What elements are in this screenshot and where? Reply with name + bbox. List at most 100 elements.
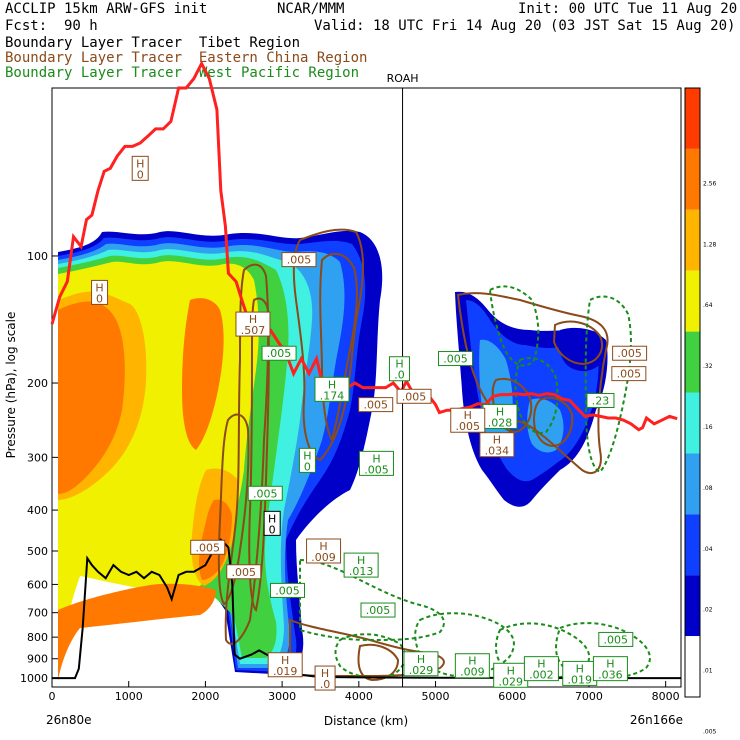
plume-level-10 [58,583,216,680]
contour-label-value-10: 0 [269,523,276,536]
y-tick-label-5: 600 [27,578,48,591]
colorbar-label-9: .01 [703,668,713,675]
contour-label-30: H.029 [493,662,529,688]
contour-label-value-31: .002 [529,669,554,682]
contour-label-29: H.009 [454,653,490,679]
contour-label-value-28: .029 [409,664,434,677]
contour-brown-10 [532,396,574,448]
contour-label-mark-20: H [496,405,504,418]
contour-label-26: H.019 [267,652,303,678]
contour-label-24: .005 [611,366,647,382]
contour-green-06 [488,285,540,367]
contour-label-box-26 [267,652,303,678]
contour-label-box-30 [493,662,529,688]
x-tick-label-1: 1000 [115,690,143,703]
contour-label-1: H0 [91,279,109,305]
contour-label-box-1 [91,279,109,305]
contour-label-value-34: .005 [604,633,629,646]
tracer-shading [52,230,608,680]
contour-label-value-9: .005 [253,487,278,500]
contour-brown-01 [292,228,364,462]
contour-label-27: H.0 [314,665,336,691]
contour-label-value-29: .009 [460,666,485,679]
plume-level-11 [182,298,224,450]
contour-label-value-22: .034 [485,445,510,458]
axis-titles: Distance (km) Pressure (hPa), log scale [4,312,408,728]
colorbar-label-6: .08 [703,485,713,492]
x-start-label: 26n80e [46,713,92,727]
contour-label-16: .005 [360,602,396,618]
contour-label-28: H.029 [403,651,439,677]
colorbar-label-7: .04 [703,546,713,553]
tracer-contours [217,228,651,682]
contour-brown-06 [289,618,445,677]
x-tick-label-6: 6000 [498,690,526,703]
contour-label-box-29 [454,653,490,679]
contour-label-value-14: .013 [349,565,374,578]
y-tick-label-0: 100 [27,250,48,263]
contour-label-box-34 [598,631,634,647]
contour-label-mark-7: H [303,449,311,462]
contour-label-5: H.174 [314,376,350,402]
contour-label-box-7 [298,447,316,473]
contour-label-11: .005 [190,539,226,555]
contour-label-19: .005 [396,388,432,404]
contour-label-box-27 [314,665,336,691]
colorbar-swatch-1 [685,148,700,210]
x-axis-title: Distance (km) [324,714,408,728]
x-tick-label-4: 4000 [345,690,373,703]
y-tick-label-4: 500 [27,545,48,558]
contour-label-15: .005 [269,582,305,598]
contour-label-value-27: .0 [320,678,331,691]
contour-label-value-17: .005 [443,353,468,366]
contour-label-mark-26: H [281,654,289,667]
colorbar-frame [684,87,701,698]
contour-label-box-18 [388,356,410,382]
contour-label-mark-18: H [395,358,403,371]
contour-label-value-4: .005 [267,347,292,360]
contour-label-9: .005 [247,485,283,501]
contour-label-box-32 [562,660,598,686]
colorbar-swatch-9 [685,636,700,697]
contour-label-value-11: .005 [195,541,220,554]
contour-label-value-2: .507 [241,324,266,337]
contour-label-box-16 [360,602,396,618]
contour-label-box-13 [306,538,342,564]
tropopause-line [50,60,678,432]
colorbar-label-2: 1.28 [703,241,717,248]
contour-label-23: .005 [612,345,648,361]
contour-label-6: .005 [358,397,394,413]
contour-brown-11 [552,320,603,366]
contour-label-value-20: .028 [488,416,513,429]
contour-labels: H0H0H.507.005.005H.174.005H0H.005.005H0.… [91,155,648,691]
contour-label-10: H0 [263,510,281,536]
contour-label-value-6: .005 [363,399,388,412]
contour-green-07 [584,295,632,474]
contour-label-value-21: .005 [456,420,481,433]
contour-label-8: H.005 [358,450,394,476]
contour-label-mark-32: H [576,662,584,675]
contour-label-mark-14: H [357,554,365,567]
contour-label-21: H.005 [450,407,486,433]
contour-label-value-18: .0 [394,369,405,382]
contour-green-08 [514,357,559,434]
tracer-legend-tibet: Boundary Layer Tracer Tibet Region [5,35,301,51]
contour-label-mark-33: H [606,658,614,671]
contour-label-box-22 [479,432,515,458]
x-tick-label-5: 5000 [422,690,450,703]
contour-label-20: H.028 [482,403,518,429]
contour-label-box-21 [450,407,486,433]
contour-label-13: H.009 [306,538,342,564]
contour-label-value-8: .005 [364,463,389,476]
contour-label-mark-27: H [321,667,329,680]
y-tick-label-3: 400 [27,504,48,517]
contour-label-box-3 [281,252,317,268]
x-end-label: 26n166e [630,713,683,727]
contour-label-value-5: .174 [320,389,345,402]
contour-label-box-28 [403,651,439,677]
contour-label-box-0 [131,155,149,181]
contour-label-box-11 [190,539,226,555]
contour-green-03 [414,612,515,678]
colorbar-swatch-3 [685,270,700,332]
